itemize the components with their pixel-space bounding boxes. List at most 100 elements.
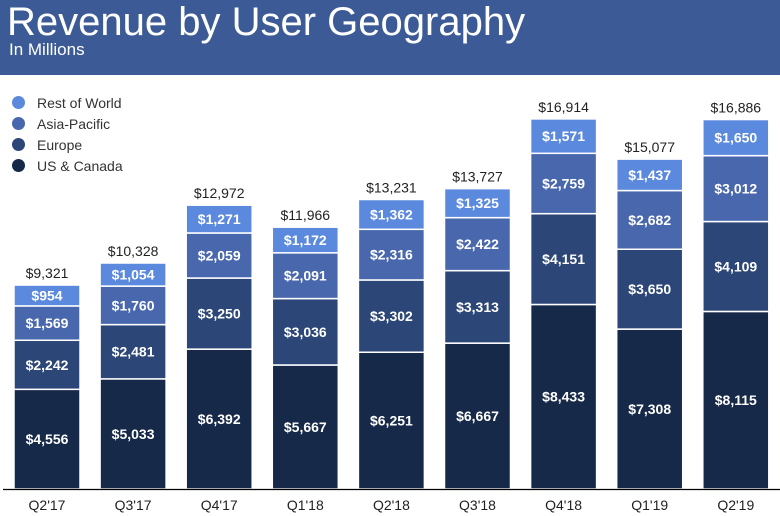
bar-segment-us-canada [443,342,512,490]
bar-segment-europe [99,323,167,380]
total-label: $16,914 [538,99,589,115]
bar-segment-us-canada [529,303,598,490]
bar-segment-rest-of-world [357,198,426,231]
data-label: $6,667 [456,408,499,424]
data-label: $5,667 [284,419,327,435]
total-label: $13,727 [452,169,503,185]
bar-segment-us-canada [271,364,340,490]
legend-item: Asia-Pacific [12,113,123,134]
data-label: $1,650 [714,130,757,146]
bar-segment-rest-of-world [185,204,253,234]
total-label: $9,321 [26,265,69,281]
bar-segment-rest-of-world [702,118,770,157]
x-tick-label: Q1'18 [287,497,324,513]
data-label: $6,251 [370,413,413,429]
bar-segment-europe [271,297,340,366]
legend-item: US & Canada [12,155,123,176]
x-tick-label: Q3'18 [459,497,496,513]
bar-segment-asia-pacific [443,216,512,272]
data-label: $1,172 [284,232,327,248]
x-tick-label: Q2'17 [29,497,66,513]
data-label: $954 [31,287,62,303]
x-tick-label: Q2'18 [373,497,410,513]
legend-dot-icon [12,159,25,172]
data-label: $1,569 [26,315,69,331]
data-label: $2,059 [198,248,241,264]
legend: Rest of World Asia-Pacific Europe US & Cana… [12,92,123,176]
bar-segment-rest-of-world [443,187,512,219]
data-label: $1,054 [112,267,155,283]
bar-segment-asia-pacific [357,228,426,281]
total-label: $13,231 [366,180,417,196]
bar-segment-us-canada [357,351,426,490]
data-label: $2,682 [628,212,671,228]
bar-segment-europe [185,277,253,350]
data-label: $3,302 [370,308,413,324]
bar-segment-asia-pacific [99,285,167,326]
data-label: $3,012 [714,181,757,197]
bar-segment-rest-of-world [99,262,167,287]
data-label: $2,316 [370,247,413,263]
data-label: $4,556 [26,431,69,447]
x-tick-label: Q4'17 [201,497,238,513]
data-label: $3,650 [628,281,671,297]
total-label: $11,966 [281,207,331,223]
x-tick-label: Q4'18 [545,497,582,513]
total-label: $16,886 [710,100,761,116]
bar-segment-asia-pacific [271,252,340,300]
bar-segment-europe [529,212,598,306]
bar-segment-asia-pacific [702,154,770,223]
data-label: $2,422 [456,236,499,252]
bar-segment-us-canada [185,348,253,490]
data-label: $2,759 [542,175,585,191]
bar-segment-asia-pacific [529,152,598,215]
x-tick-label: Q3'17 [115,497,152,513]
legend-dot-icon [12,138,25,151]
x-tick-label: Q2'19 [717,497,754,513]
data-label: $8,115 [715,392,757,408]
data-label: $2,091 [284,268,327,284]
data-label: $2,242 [26,357,69,373]
data-label: $4,109 [714,258,757,274]
chart-subtitle: In Millions [9,40,85,59]
data-label: $1,437 [628,167,671,183]
bar-segment-europe [615,248,684,330]
legend-label: Rest of World [37,94,122,111]
data-label: $6,392 [198,411,241,427]
total-label: $15,077 [624,139,675,155]
legend-dot-icon [12,117,25,130]
data-label: $3,313 [456,299,499,315]
legend-item: Rest of World [12,92,123,113]
data-label: $1,325 [456,195,499,211]
data-label: $7,308 [628,401,671,417]
total-label: $10,328 [108,243,159,259]
data-label: $2,481 [112,344,155,360]
chart-title: Revenue by User Geography [7,0,526,44]
data-label: $1,271 [198,211,241,227]
data-label: $1,760 [112,297,155,313]
legend-label: Europe [37,136,83,153]
x-tick-label: Q1'19 [631,497,668,513]
bar-segment-rest-of-world [271,226,340,254]
data-label: $4,151 [542,251,585,267]
bar-segment-europe [702,220,770,313]
bar-segment-rest-of-world [13,284,81,307]
legend-label: US & Canada [37,157,123,174]
legend-item: Europe [12,134,123,155]
bar-segment-rest-of-world [615,158,684,192]
bar-segment-europe [443,269,512,344]
bar-segment-asia-pacific [615,189,684,250]
bar-segment-us-canada [615,328,684,490]
total-label: $12,972 [194,185,245,201]
data-label: $3,036 [284,324,327,340]
bar-segment-us-canada [99,378,167,490]
title-banner: Revenue by User Geography In Millions [0,0,780,75]
data-label: $5,033 [112,426,155,442]
data-label: $1,571 [542,128,585,144]
legend-label: Asia-Pacific [37,115,111,132]
bar-segment-us-canada [13,388,81,490]
legend-dot-icon [12,96,25,109]
bar-segment-europe [13,339,81,391]
data-label: $3,250 [198,306,241,322]
